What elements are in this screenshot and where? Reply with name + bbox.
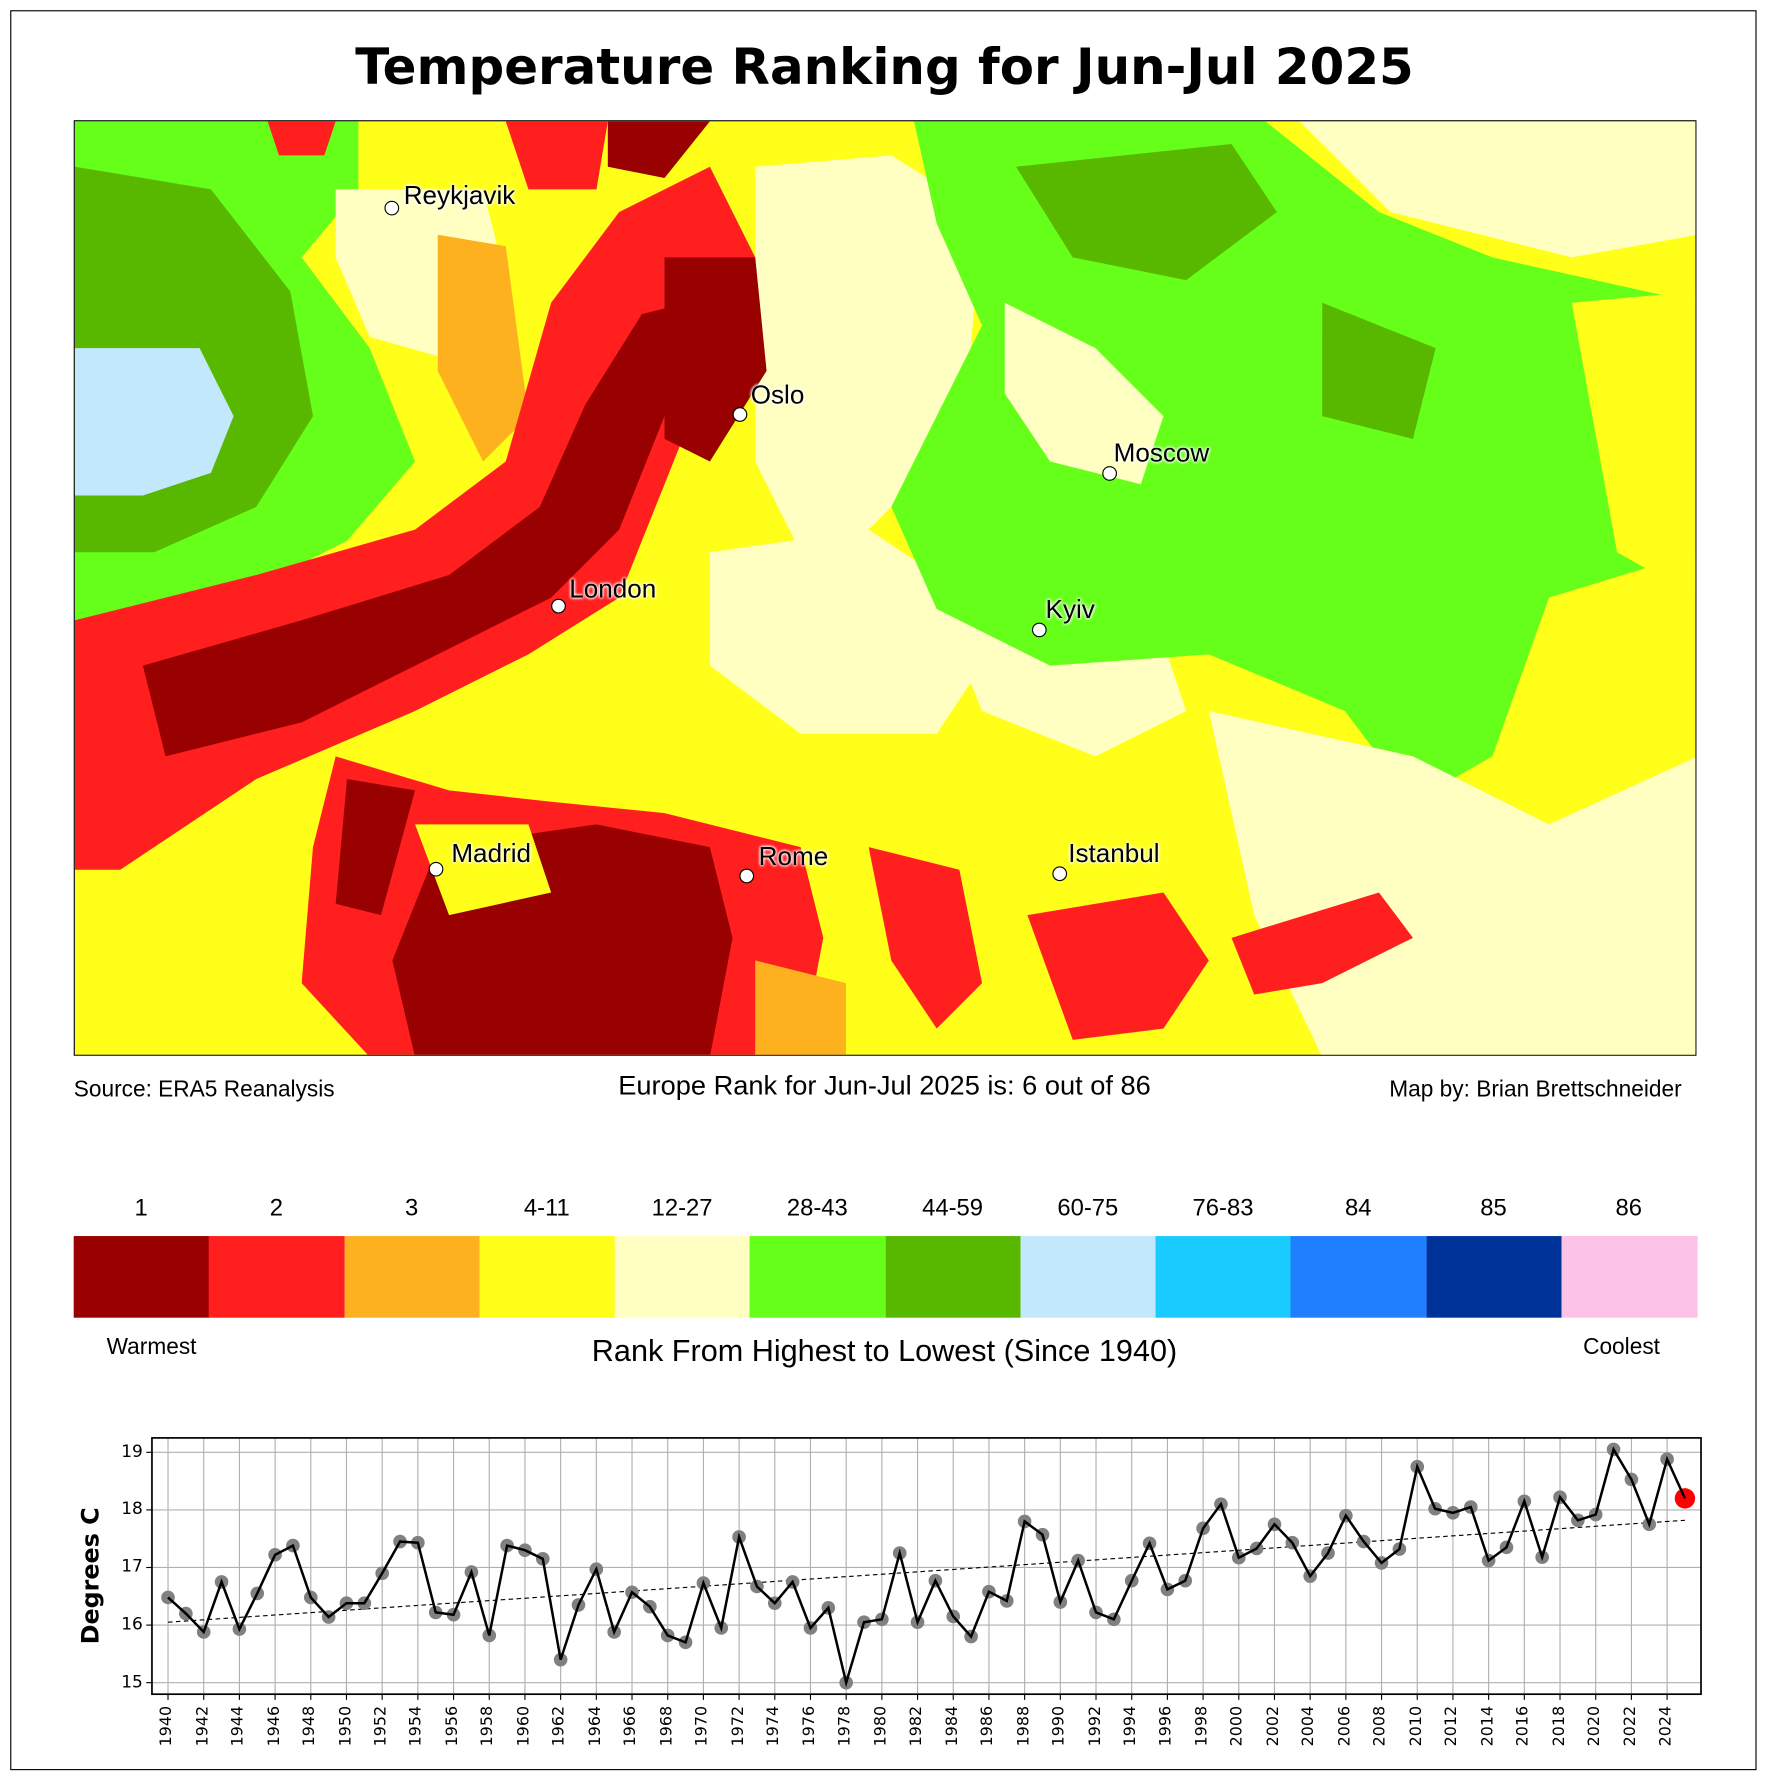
colorbar-label: 85 bbox=[1480, 1195, 1507, 1222]
city-label-moscow: Moscow bbox=[1113, 437, 1210, 468]
coolest-label: Coolest bbox=[1583, 1334, 1660, 1360]
credit-caption: Map by: Brian Brettschneider bbox=[1389, 1077, 1682, 1103]
colorbar-label: 84 bbox=[1344, 1195, 1372, 1222]
city-dot-rome bbox=[739, 868, 755, 884]
city-label-oslo: Oslo bbox=[750, 379, 805, 410]
city-label-london: London bbox=[569, 573, 657, 604]
colorbar-title: Rank From Highest to Lowest (Since 1940) bbox=[591, 1333, 1178, 1368]
city-dot-istanbul bbox=[1052, 866, 1068, 882]
city-label-madrid: Madrid bbox=[451, 838, 532, 868]
y-tick-label: 17 bbox=[121, 1556, 143, 1577]
colorbar-label: 4-11 bbox=[523, 1195, 570, 1222]
city-label-kyiv: Kyiv bbox=[1045, 594, 1095, 624]
city-label-rome: Rome bbox=[758, 841, 829, 871]
page-title: Temperature Ranking for Jun-Jul 2025 bbox=[355, 38, 1414, 97]
colorbar-swatch bbox=[1426, 1236, 1562, 1318]
city-dot-madrid bbox=[428, 861, 444, 877]
colorbar-label: 76-83 bbox=[1192, 1195, 1254, 1222]
colorbar-label: 28-43 bbox=[786, 1195, 848, 1222]
colorbar-label: 3 bbox=[405, 1195, 419, 1222]
rank-map: Reykjavik Oslo Moscow London Kyiv Madrid… bbox=[73, 120, 1697, 1056]
city-dot-oslo bbox=[732, 407, 748, 422]
colorbar-label: 60-75 bbox=[1057, 1195, 1119, 1222]
colorbar-swatch bbox=[344, 1236, 480, 1318]
trend-line bbox=[167, 1519, 1685, 1623]
plot-frame bbox=[151, 1437, 1702, 1696]
source-caption: Source: ERA5 Reanalysis bbox=[73, 1077, 335, 1103]
colorbar-swatch bbox=[1020, 1236, 1157, 1318]
city-dot-reykjavik bbox=[384, 200, 400, 216]
colorbar-swatch bbox=[885, 1236, 1021, 1318]
colorbar-label: 2 bbox=[269, 1195, 284, 1222]
y-tick-label: 15 bbox=[121, 1671, 143, 1692]
rank-caption: Europe Rank for Jun-Jul 2025 is: 6 out o… bbox=[618, 1070, 1151, 1102]
city-label-reykjavik: Reykjavik bbox=[403, 180, 516, 210]
city-dot-london bbox=[551, 598, 566, 614]
colorbar-swatch bbox=[73, 1236, 210, 1318]
y-tick-label: 18 bbox=[121, 1498, 143, 1519]
y-tick-label: 19 bbox=[121, 1440, 143, 1462]
colorbar-label: 1 bbox=[134, 1195, 148, 1222]
temperature-series-line bbox=[167, 1446, 1687, 1688]
colorbar-swatch bbox=[479, 1236, 616, 1318]
colorbar-swatch bbox=[749, 1236, 886, 1318]
city-dot-kyiv bbox=[1031, 622, 1047, 638]
city-dot-moscow bbox=[1102, 466, 1117, 481]
colorbar-swatch bbox=[1290, 1236, 1427, 1318]
colorbar-swatch bbox=[1155, 1236, 1292, 1318]
colorbar-swatch bbox=[208, 1236, 345, 1318]
colorbar-swatch bbox=[1561, 1236, 1698, 1318]
colorbar-label: 86 bbox=[1615, 1195, 1642, 1222]
colorbar-swatch bbox=[614, 1236, 751, 1318]
figure-frame bbox=[10, 10, 1757, 1771]
warmest-label: Warmest bbox=[106, 1334, 197, 1360]
map-rank-fill bbox=[74, 121, 1696, 1055]
colorbar-label: 12-27 bbox=[651, 1195, 713, 1222]
y-tick-label: 16 bbox=[121, 1613, 143, 1635]
colorbar-label: 44-59 bbox=[922, 1195, 984, 1222]
city-label-istanbul: Istanbul bbox=[1068, 838, 1160, 868]
